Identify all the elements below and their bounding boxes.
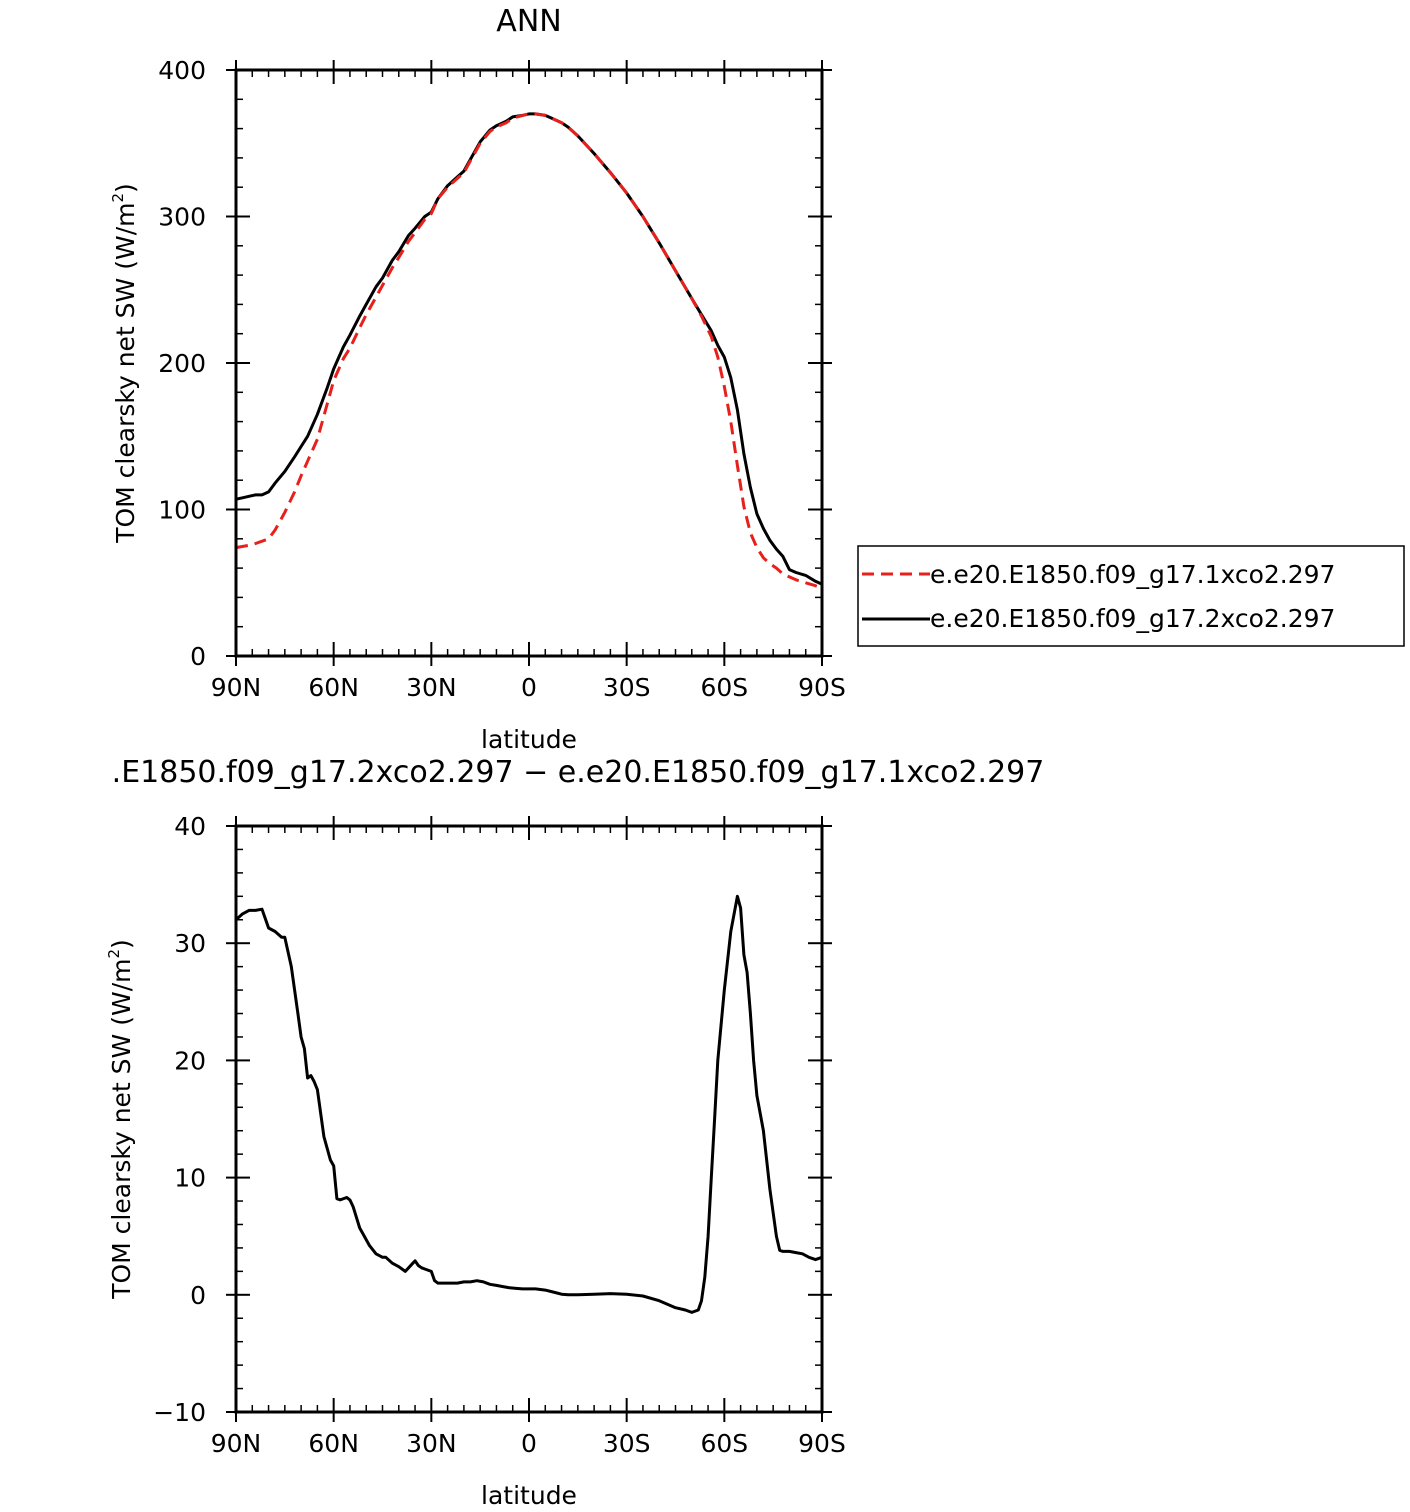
bottom-panel-y-axis-label-end: ) bbox=[107, 939, 136, 949]
top-panel-x-tick-label: 30S bbox=[603, 673, 651, 702]
bottom-panel-series bbox=[234, 894, 823, 1314]
top-panel-y-axis-label-main: TOM clearsky net SW (W/m bbox=[111, 203, 140, 544]
top-panel-y-tick-label: 100 bbox=[158, 496, 206, 525]
bottom-panel-title: .E1850.f09_g17.2xco2.297 − e.e20.E1850.f… bbox=[112, 755, 1045, 790]
top-panel: ANN 90N 60N 30N 0 30S 60S 90S 0 100 200 300 400 lat… bbox=[109, 4, 846, 754]
top-panel-y-axis-label-end: ) bbox=[111, 183, 140, 193]
top-panel-x-tick-label: 60S bbox=[700, 673, 748, 702]
bottom-panel-x-tick-label: 60N bbox=[308, 1429, 359, 1458]
top-panel-x-tick-label: 60N bbox=[308, 673, 359, 702]
bottom-panel-x-tick-label: 30S bbox=[603, 1429, 651, 1458]
bottom-panel-y-axis-label: TOM clearsky net SW (W/m2) bbox=[105, 939, 136, 1300]
legend-box bbox=[857, 545, 1405, 647]
top-panel-y-axis-label: TOM clearsky net SW (W/m2) bbox=[109, 183, 140, 544]
bottom-panel-y-axis-label-main: TOM clearsky net SW (W/m bbox=[107, 959, 136, 1300]
legend-label-series-2: e.e20.E1850.f09_g17.2xco2.297 bbox=[930, 604, 1335, 633]
bottom-panel-x-tick-label: 60S bbox=[700, 1429, 748, 1458]
bottom-panel-plot-frame bbox=[234, 824, 824, 1414]
bottom-panel-y-tick-label: 0 bbox=[190, 1281, 206, 1310]
bottom-panel-y-tick-label: 20 bbox=[174, 1046, 206, 1075]
top-panel-series-line-2 bbox=[235, 112, 823, 586]
top-panel-x-axis-label: latitude bbox=[481, 725, 577, 754]
bottom-panel-y-tick-label: 10 bbox=[174, 1164, 206, 1193]
top-panel-y-tick-label: 0 bbox=[190, 642, 206, 671]
top-panel-plot-frame bbox=[234, 68, 824, 658]
bottom-panel: .E1850.f09_g17.2xco2.297 − e.e20.E1850.f… bbox=[105, 755, 1044, 1510]
bottom-panel-x-tick-label: 90N bbox=[211, 1429, 262, 1458]
top-panel-x-tick-label: 30N bbox=[406, 673, 457, 702]
top-panel-y-tick-label: 300 bbox=[158, 203, 206, 232]
top-panel-y-axis-label-sup: 2 bbox=[109, 193, 127, 203]
bottom-panel-x-tick-label: 90S bbox=[798, 1429, 846, 1458]
legend-label-series-1: e.e20.E1850.f09_g17.1xco2.297 bbox=[930, 560, 1335, 589]
top-panel-series bbox=[235, 112, 823, 590]
top-panel-y-tick-label: 200 bbox=[158, 349, 206, 378]
legend: e.e20.E1850.f09_g17.1xco2.297 e.e20.E185… bbox=[857, 545, 1405, 647]
top-panel-x-tick-label: 0 bbox=[521, 673, 537, 702]
top-panel-title: ANN bbox=[496, 4, 561, 39]
bottom-panel-x-tick-label: 30N bbox=[406, 1429, 457, 1458]
top-panel-series-line-1 bbox=[235, 112, 823, 590]
bottom-panel-x-tick-label: 0 bbox=[521, 1429, 537, 1458]
top-panel-y-tick-label: 400 bbox=[158, 56, 206, 85]
top-panel-ticks: 90N 60N 30N 0 30S 60S 90S 0 100 200 300 400 bbox=[158, 56, 846, 702]
bottom-panel-x-axis-label: latitude bbox=[481, 1481, 577, 1510]
bottom-panel-y-tick-label: −10 bbox=[153, 1398, 206, 1427]
top-panel-x-tick-label: 90S bbox=[798, 673, 846, 702]
bottom-panel-series-line-1 bbox=[234, 894, 823, 1314]
bottom-panel-y-axis-label-sup: 2 bbox=[105, 949, 123, 959]
top-panel-x-tick-label: 90N bbox=[211, 673, 262, 702]
bottom-panel-y-tick-label: 40 bbox=[174, 812, 206, 841]
bottom-panel-y-tick-label: 30 bbox=[174, 929, 206, 958]
